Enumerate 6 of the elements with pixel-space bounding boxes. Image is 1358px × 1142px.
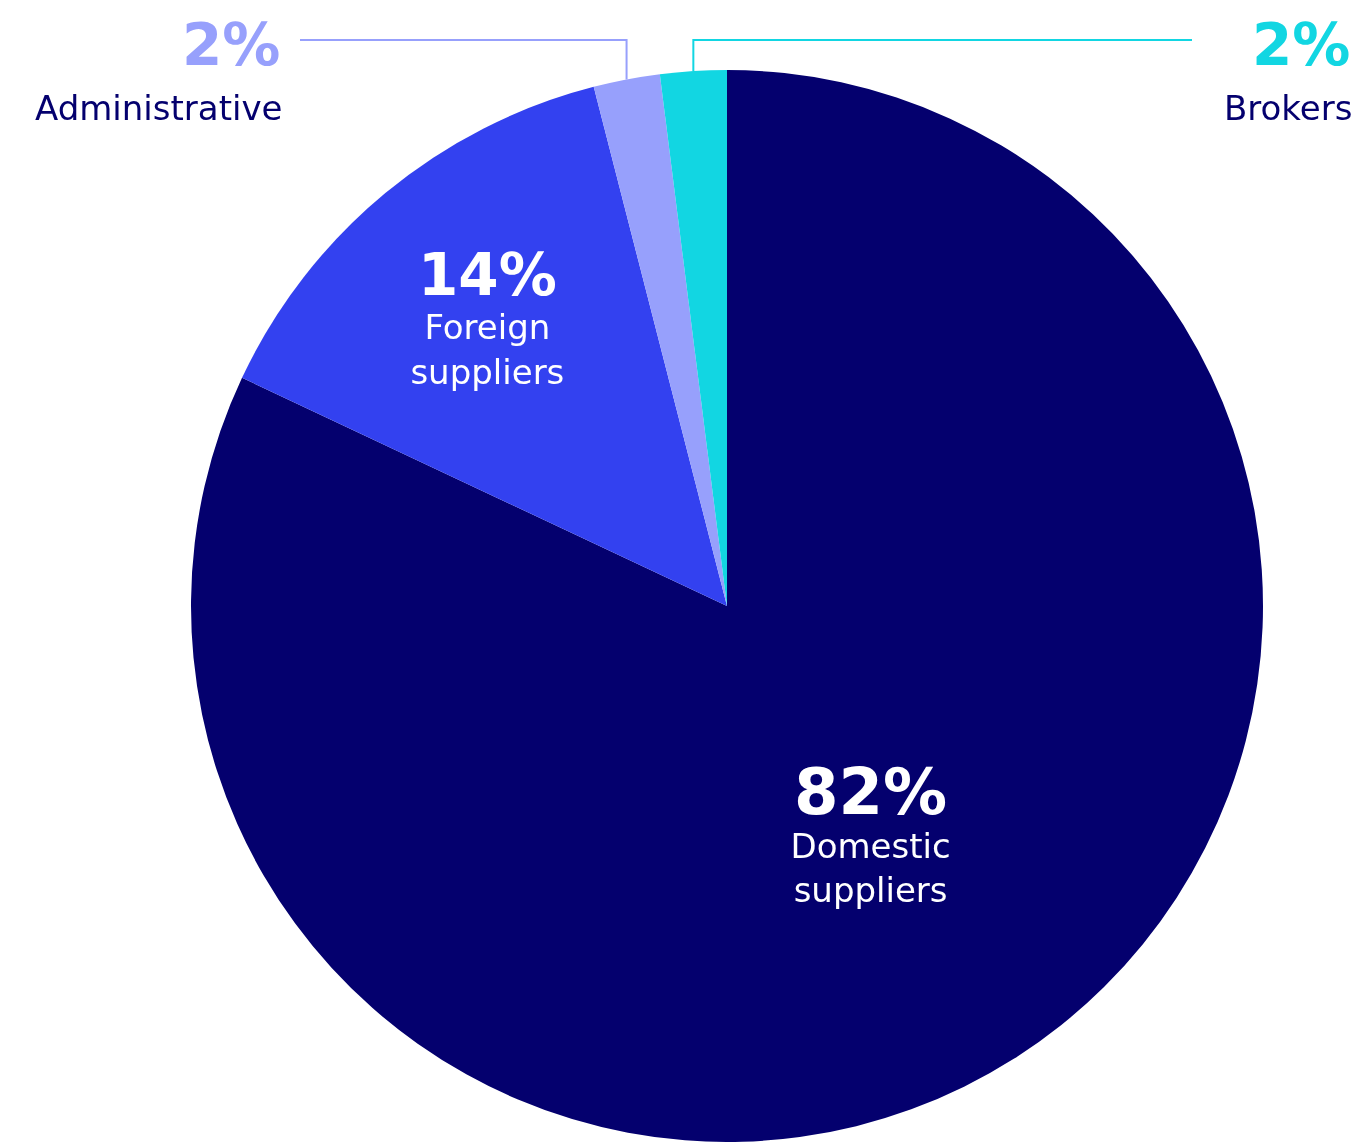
data-label: 14% — [417, 241, 557, 310]
slice-label: Administrative — [35, 88, 283, 128]
data-label: 2% — [182, 11, 281, 79]
slice-label: Foreign suppliers — [410, 307, 565, 392]
slice-label: Brokers — [1224, 88, 1353, 128]
data-label: 2% — [1252, 11, 1351, 79]
